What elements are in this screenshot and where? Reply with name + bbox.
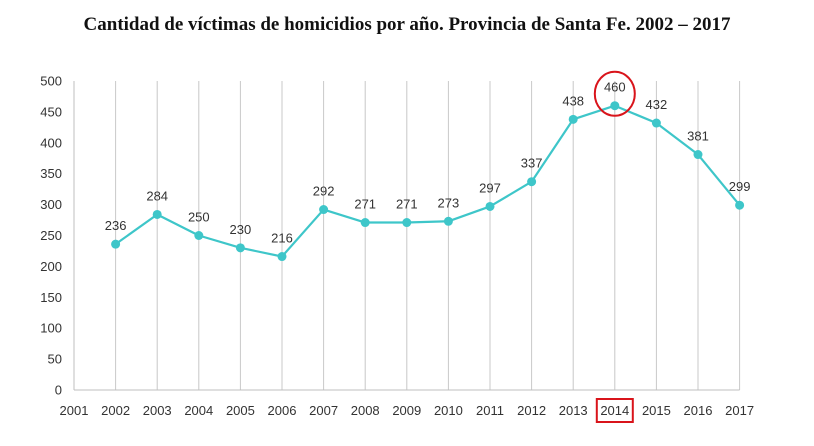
data-point-2003 [152,209,162,219]
data-label-2002: 236 [105,218,127,233]
gridlines [73,81,741,390]
data-point-2015 [651,118,661,128]
x-tick-label: 2011 [476,403,504,418]
y-tick-label: 400 [40,135,62,150]
data-point-2007 [319,205,329,215]
data-point-2006 [277,252,287,262]
data-label-2007: 292 [313,184,335,199]
x-tick-label: 2002 [101,403,130,418]
x-tick-label: 2004 [184,403,213,418]
x-tick-label: 2014 [600,403,629,418]
highlights [593,70,636,423]
data-point-2004 [194,231,204,240]
data-point-2016 [693,150,703,160]
y-axis: 0 50 100 150 200 250 300 350 400 450 500 [40,74,62,398]
x-tick-label: 2015 [642,403,671,418]
data-label-2003: 284 [146,188,168,203]
data-point-2017 [735,200,745,210]
y-tick-label: 250 [40,228,62,243]
data-point-2008 [360,218,370,228]
x-tick-label: 2007 [309,403,338,418]
data-label-2005: 230 [230,222,252,237]
x-tick-label: 2016 [684,403,713,418]
chart-title: Cantidad de víctimas de homicidios por a… [83,14,731,35]
x-tick-label: 2012 [517,403,546,418]
data-label-2008: 271 [354,197,376,212]
data-label-2004: 250 [188,210,210,225]
data-label-2011: 297 [479,180,501,195]
x-tick-label: 2013 [559,403,588,418]
data-label-2009: 271 [396,197,418,212]
y-tick-label: 300 [40,197,62,212]
data-label-2013: 438 [562,93,584,108]
y-tick-label: 350 [40,166,62,181]
data-label-2010: 273 [438,195,460,210]
x-tick-label: 2009 [392,403,421,418]
y-tick-label: 200 [40,259,62,274]
x-tick-label: 2005 [226,403,255,418]
data-label-2006: 216 [271,231,293,246]
data-point-2011 [485,201,495,211]
data-label-2012: 337 [521,156,543,171]
x-tick-label: 2010 [434,403,463,418]
data-label-2015: 432 [646,97,668,112]
series-line-group [114,104,741,258]
data-point-2013 [568,114,578,124]
highlight-box [595,398,634,423]
x-tick-label: 2001 [60,403,89,418]
x-tick-label: 2006 [268,403,297,418]
y-tick-label: 500 [40,74,62,89]
data-labels: 236 284 250 230 216 292 271 271 273 297 337 438 460 4… [105,80,751,246]
y-tick-label: 100 [40,321,62,336]
y-tick-label: 450 [40,104,62,119]
x-tick-label: 2008 [351,403,380,418]
data-point-2005 [235,243,245,253]
data-point-2014 [610,101,620,111]
data-point-2002 [111,239,121,249]
data-point-2009 [402,218,412,228]
x-axis: 2001 2002 2003 2004 2005 2006 2007 2008 2009 2010… [60,389,754,418]
x-tick-label: 2017 [725,403,754,418]
data-label-2014: 460 [604,80,626,95]
y-tick-label: 0 [55,383,62,398]
highlight-circle [593,70,636,117]
y-tick-label: 50 [48,352,62,367]
data-label-2017: 299 [729,179,751,194]
x-tick-label: 2003 [143,403,172,418]
data-label-2016: 381 [687,129,709,144]
y-tick-label: 150 [40,290,62,305]
data-points [111,101,745,262]
data-point-2012 [527,177,537,187]
data-point-2010 [443,216,453,226]
series-line [114,104,741,258]
